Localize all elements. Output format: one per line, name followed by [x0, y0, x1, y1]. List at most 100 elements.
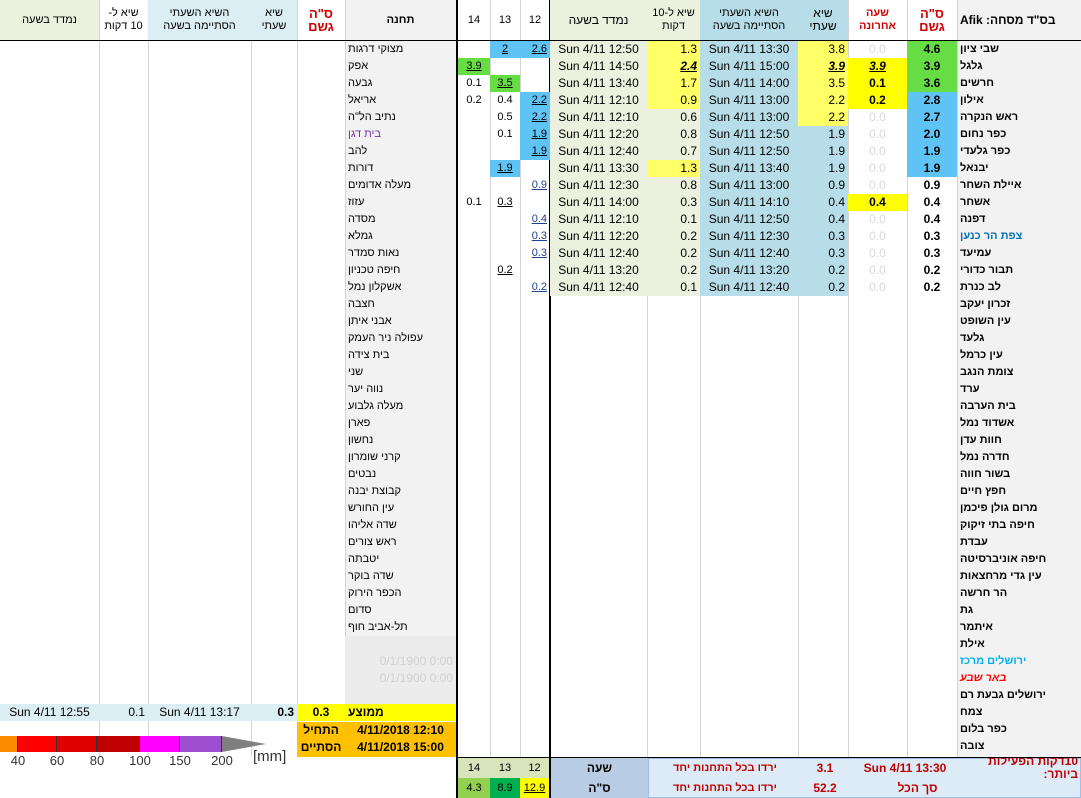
last-hour: 3.9 [848, 58, 907, 75]
station-name: מעלה אדומים [348, 179, 412, 191]
total-rain: 0.4 [923, 212, 941, 226]
station-name: ירושלים גבעת רם [960, 689, 1046, 701]
divider [456, 0, 458, 798]
hour-total-header: 12 [520, 758, 549, 778]
placeholder: 0/1/1900 0:00 [379, 654, 453, 668]
hour-end: Sun 4/11 12:50 [700, 211, 798, 228]
station-name: קבוצת יבנה [348, 485, 402, 497]
station-name: אשחר [960, 196, 991, 208]
hour-end: Sun 4/11 13:00 [700, 109, 798, 126]
grid-line [251, 0, 252, 757]
column-header: שעה אחרונה [858, 7, 897, 32]
total-value: 52.2 [813, 780, 837, 795]
ten-max: 1.7 [647, 75, 700, 92]
station-name: באר שבע [960, 672, 1007, 684]
hour-end: Sun 4/11 15:00 [700, 58, 798, 75]
hour-rain: 1.9 [490, 160, 520, 177]
grid-line [297, 0, 298, 757]
total-rain: 1.9 [907, 143, 957, 160]
total-rain: 3.6 [907, 75, 957, 92]
last-hour: 0.2 [848, 92, 907, 109]
hour-end: Sun 4/11 12:50 [700, 143, 798, 160]
scale-segment [0, 736, 18, 752]
scale-label: 80 [89, 752, 105, 768]
hour-total: 4.3 [458, 778, 490, 798]
station-name: חצבה [348, 298, 375, 310]
last-hour: 0.0 [869, 42, 886, 56]
total-label: ס"ה [551, 778, 648, 798]
station-name: קרני שומרון [348, 451, 401, 463]
total-rain: 2.7 [907, 109, 957, 126]
hour-end: Sun 4/11 12:50 [700, 126, 798, 143]
column-header: שיא ל- 10 דקות [104, 7, 143, 32]
grid-line [848, 0, 849, 757]
column-header: שיא שעתי [251, 0, 297, 40]
hour-rain: 0.2 [531, 281, 547, 293]
hour-rain: 3.9 [458, 58, 490, 75]
hour-label: שעה [551, 758, 648, 778]
station-name: אבני איתן [348, 315, 392, 327]
station-name: גלגל [960, 60, 983, 72]
grid-line [798, 0, 799, 757]
ten-time: Sun 4/11 12:20 [550, 228, 647, 245]
station-name: סדום [348, 604, 372, 616]
station-name: חפץ חיים [960, 485, 1007, 497]
station-name: מרום גולן פיכמן [960, 502, 1038, 514]
hour-rain: 0.4 [497, 94, 513, 106]
total-label: סך הכל [897, 780, 938, 795]
station-name: ערד [960, 383, 980, 395]
grid-line [520, 0, 521, 757]
station-name: מעלה גלבוע [348, 400, 404, 412]
period-start: 4/11/2018 12:10 [357, 723, 444, 737]
last-hour: 0.0 [869, 178, 886, 192]
ten-max: 0.9 [647, 92, 700, 109]
header-rule [0, 40, 1081, 41]
last-hour: 0.0 [869, 127, 886, 141]
column-header: השיא השעתי הסתיימה בשעה [148, 0, 251, 40]
hour-max: 1.9 [798, 160, 848, 177]
station-name: צפת הר כנען [960, 230, 1023, 242]
last-hour: 0.0 [869, 212, 886, 226]
hour-rain: 0.1 [466, 196, 482, 208]
station-name: אילון [960, 94, 984, 106]
station-name: עין כרמל [960, 349, 1003, 361]
hour-rain: 2.2 [520, 92, 550, 109]
divider [549, 0, 551, 798]
grid-line [148, 0, 149, 757]
station-name: זכרון יעקב [960, 298, 1011, 310]
station-name: אילת [960, 638, 985, 650]
ten-time: Sun 4/11 13:20 [550, 262, 647, 279]
ten-time: Sun 4/11 13:40 [550, 75, 647, 92]
average-total: 0.3 [297, 704, 345, 721]
ten-max: 0.6 [647, 109, 700, 126]
station-name: כפר נחום [960, 128, 1007, 140]
station-name: בית הערבה [960, 400, 1016, 412]
sheet-title: בס"ד מסחה: Afik [960, 12, 1056, 27]
scale-label: 150 [169, 752, 191, 768]
station-name: נאות סמדר [348, 247, 400, 259]
station-name: איתמר [960, 621, 993, 633]
ten-max: 2.4 [647, 58, 700, 75]
station-name: חוות עדן [960, 434, 1002, 446]
scale-segment [97, 736, 140, 752]
hour-max: 1.9 [798, 143, 848, 160]
hour-end: Sun 4/11 13:20 [700, 262, 798, 279]
column-header: נמדד בשעה [550, 0, 647, 40]
hour-max: 0.9 [798, 177, 848, 194]
station-name: עפולה ניר העמק [348, 332, 423, 344]
hour-total: 8.9 [490, 778, 520, 798]
column-header: שיא שעתי [798, 0, 848, 40]
ten-time: Sun 4/11 12:10 [550, 109, 647, 126]
station-name: חדרה נמל [960, 451, 1010, 463]
station-name: ירושלים מרכז [960, 655, 1027, 667]
total-rain: 0.3 [923, 246, 941, 260]
station-name: אשדוד נמל [960, 417, 1015, 429]
hour-rain: 0.3 [531, 247, 547, 259]
station-name: יבנאל [960, 162, 989, 174]
total-rain: 2.0 [907, 126, 957, 143]
peak-note: ירדו בכל התחנות יחד [673, 761, 777, 774]
period-start-label: התחיל [303, 723, 339, 737]
hour-rain: 0.3 [531, 230, 547, 242]
total-rain: 1.9 [907, 160, 957, 177]
